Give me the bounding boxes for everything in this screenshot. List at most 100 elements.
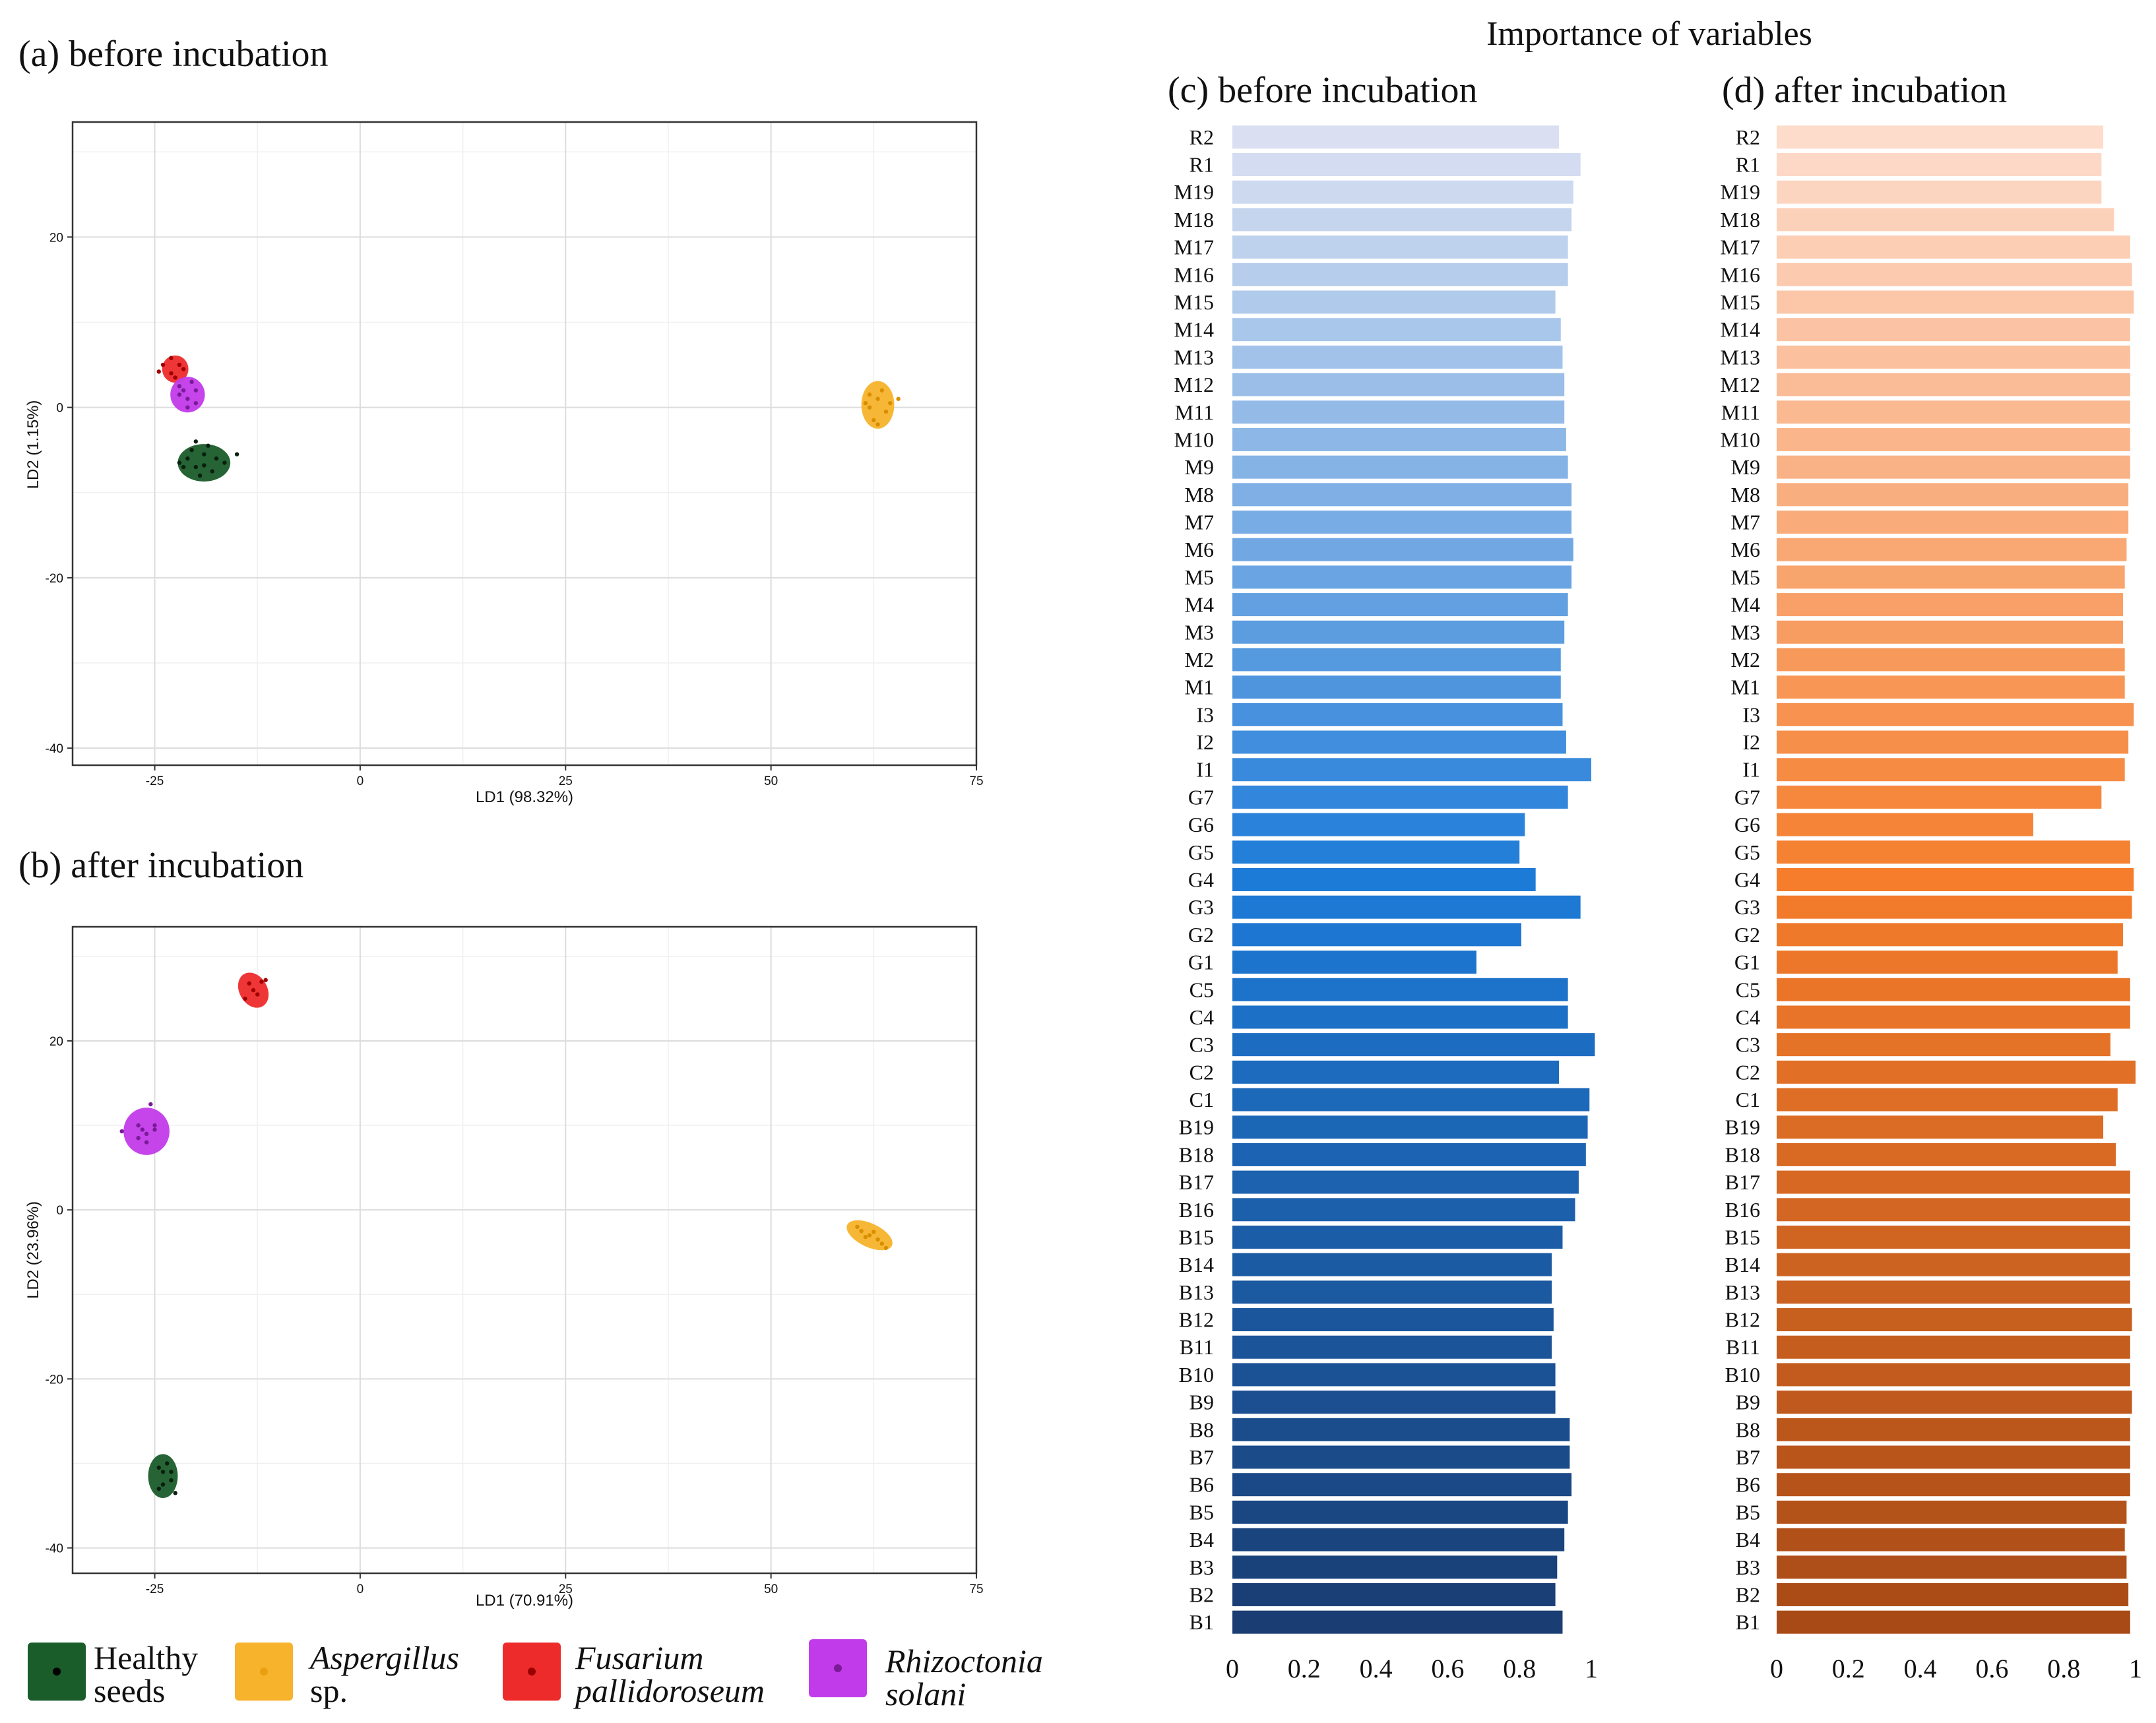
panel-a-ytick-label: 0 bbox=[56, 402, 63, 416]
panel-d-bar-g3 bbox=[1777, 895, 2132, 919]
panel-d-category-label-i3: I3 bbox=[1742, 703, 1760, 726]
panel-a-ytick-label: -40 bbox=[46, 742, 63, 756]
panel-d-bar-m15 bbox=[1777, 290, 2134, 314]
legend-label-healthy-seeds-1: Healthy bbox=[94, 1639, 198, 1676]
panel-a-point-healthy-seeds bbox=[234, 452, 239, 456]
panel-c-category-label-c5: C5 bbox=[1189, 978, 1214, 1001]
panel-d-category-label-b1: B1 bbox=[1736, 1610, 1760, 1634]
panel-c-bar-m15 bbox=[1232, 290, 1556, 314]
panel-d-bar-g4 bbox=[1777, 867, 2134, 892]
panel-d-bar-m6 bbox=[1777, 538, 2127, 561]
panel-c-category-label-m5: M5 bbox=[1185, 565, 1214, 589]
panel-d-category-label-b8: B8 bbox=[1736, 1418, 1760, 1441]
panel-d-bar-b17 bbox=[1777, 1170, 2130, 1194]
panel-c-bar-m6 bbox=[1232, 538, 1573, 561]
panel-a-marks bbox=[156, 355, 901, 482]
legend-label-aspergillus-1: Aspergillus bbox=[308, 1639, 459, 1676]
panel-d-bar-b14 bbox=[1777, 1253, 2130, 1276]
panel-b-xtick-label: 75 bbox=[969, 1582, 983, 1596]
panel-d-category-label-b4: B4 bbox=[1736, 1528, 1760, 1551]
panel-d-bars: R2R1M19M18M17M16M15M14M13M12M11M10M9M8M7… bbox=[1721, 125, 2142, 1683]
legend-label-rhizoctonia-1: Rhizoctonia bbox=[885, 1643, 1043, 1679]
panel-d-category-label-m15: M15 bbox=[1721, 290, 1760, 314]
panel-c-bar-m12 bbox=[1232, 373, 1565, 396]
panel-d-category-label-m3: M3 bbox=[1731, 620, 1760, 644]
panel-a-point-rhizoctonia-solani bbox=[177, 392, 182, 397]
panel-c-bar-b8 bbox=[1232, 1418, 1570, 1441]
panel-d-category-label-m11: M11 bbox=[1721, 400, 1760, 424]
panel-b-point-aspergillus-sp bbox=[863, 1234, 868, 1239]
panel-d-category-label-m10: M10 bbox=[1721, 427, 1760, 451]
panel-c-xtick-label: 1 bbox=[1585, 1654, 1598, 1683]
panel-c-bar-i3 bbox=[1232, 703, 1563, 726]
panel-c-category-label-b16: B16 bbox=[1179, 1198, 1214, 1222]
panel-b-point-fusarium-pallidoroseum bbox=[263, 978, 268, 982]
panel-a-ellipse-healthy-seeds bbox=[177, 444, 231, 482]
panel-c-category-label-b1: B1 bbox=[1189, 1610, 1214, 1634]
panel-c-category-label-m11: M11 bbox=[1175, 400, 1214, 424]
panel-c-xtick-label: 0.6 bbox=[1431, 1654, 1464, 1683]
panel-c-category-label-b5: B5 bbox=[1189, 1500, 1214, 1524]
panel-b-point-rhizoctonia-solani bbox=[136, 1136, 141, 1141]
panel-c-bar-g1 bbox=[1232, 951, 1476, 974]
panel-b-xlabel: LD1 (70.91%) bbox=[476, 1592, 573, 1610]
panel-d-xtick-label: 0.6 bbox=[1975, 1654, 2008, 1683]
panel-b-point-healthy-seeds bbox=[160, 1482, 166, 1487]
panel-c-bar-b10 bbox=[1232, 1363, 1556, 1387]
panel-d-category-label-m17: M17 bbox=[1721, 235, 1760, 259]
panel-d-bar-g5 bbox=[1777, 840, 2130, 864]
panel-d-category-label-m5: M5 bbox=[1731, 565, 1760, 589]
panel-d-category-label-m9: M9 bbox=[1731, 455, 1760, 479]
panel-c-category-label-b12: B12 bbox=[1179, 1308, 1214, 1332]
panel-d-category-label-g1: G1 bbox=[1734, 951, 1760, 974]
panel-b-point-fusarium-pallidoroseum bbox=[259, 980, 264, 984]
panel-d-category-label-m2: M2 bbox=[1731, 648, 1760, 672]
panel-c-bar-b17 bbox=[1232, 1170, 1579, 1194]
panel-d-category-label-b11: B11 bbox=[1726, 1335, 1760, 1359]
panel-d-bar-m13 bbox=[1777, 345, 2130, 369]
panel-c-bar-g6 bbox=[1232, 813, 1525, 836]
panel-d-category-label-i2: I2 bbox=[1742, 730, 1760, 754]
panel-c-category-label-m19: M19 bbox=[1174, 180, 1214, 204]
panel-c-category-label-g6: G6 bbox=[1188, 813, 1214, 836]
panel-c-category-label-m14: M14 bbox=[1174, 318, 1214, 342]
panel-c-bar-m18 bbox=[1232, 208, 1572, 232]
panel-d-bar-m9 bbox=[1777, 455, 2130, 479]
panel-d-bar-g2 bbox=[1777, 923, 2123, 947]
panel-d-bar-c5 bbox=[1777, 978, 2130, 1001]
panel-a-point-fusarium-pallidoroseum bbox=[169, 356, 174, 360]
panel-a-point-healthy-seeds bbox=[177, 460, 182, 465]
panel-d-bar-i2 bbox=[1777, 730, 2129, 754]
panel-a-point-healthy-seeds bbox=[202, 452, 206, 456]
panel-c-bar-m5 bbox=[1232, 565, 1572, 589]
panel-c-bar-g5 bbox=[1232, 840, 1520, 864]
panel-a-point-aspergillus-sp bbox=[896, 396, 901, 401]
panel-d-category-label-b13: B13 bbox=[1725, 1280, 1760, 1304]
panel-d-bar-g7 bbox=[1777, 785, 2102, 809]
panel-c-category-label-g1: G1 bbox=[1188, 951, 1214, 974]
panel-a-xtick-label: 75 bbox=[969, 774, 983, 788]
panel-a-point-aspergillus-sp bbox=[875, 422, 880, 427]
panel-c-bar-b3 bbox=[1232, 1555, 1558, 1579]
panel-b-point-aspergillus-sp bbox=[883, 1245, 889, 1250]
panel-d-category-label-b6: B6 bbox=[1736, 1473, 1760, 1497]
panel-d-title: (d) after incubation bbox=[1722, 70, 2007, 111]
panel-a-xtick-label: 0 bbox=[357, 774, 364, 788]
panel-a-ytick-label: 20 bbox=[49, 231, 63, 245]
panel-d-bar-i3 bbox=[1777, 703, 2134, 726]
panel-b-point-rhizoctonia-solani bbox=[148, 1102, 153, 1107]
panel-c-bar-g7 bbox=[1232, 785, 1568, 809]
panel-d-category-label-m14: M14 bbox=[1721, 318, 1760, 342]
panel-d-category-label-m4: M4 bbox=[1731, 593, 1760, 617]
panel-d-bar-m14 bbox=[1777, 318, 2130, 342]
panel-a-point-aspergillus-sp bbox=[867, 405, 872, 410]
panel-a-point-aspergillus-sp bbox=[888, 400, 893, 406]
panel-b-frame bbox=[71, 925, 978, 1575]
panel-d-bar-m17 bbox=[1777, 235, 2130, 259]
panel-c-category-label-b14: B14 bbox=[1179, 1253, 1214, 1276]
panel-c-category-label-g3: G3 bbox=[1188, 895, 1214, 919]
panel-a-point-rhizoctonia-solani bbox=[185, 396, 190, 401]
panel-a-frame bbox=[71, 121, 978, 767]
panel-a-title: (a) before incubation bbox=[18, 34, 329, 75]
